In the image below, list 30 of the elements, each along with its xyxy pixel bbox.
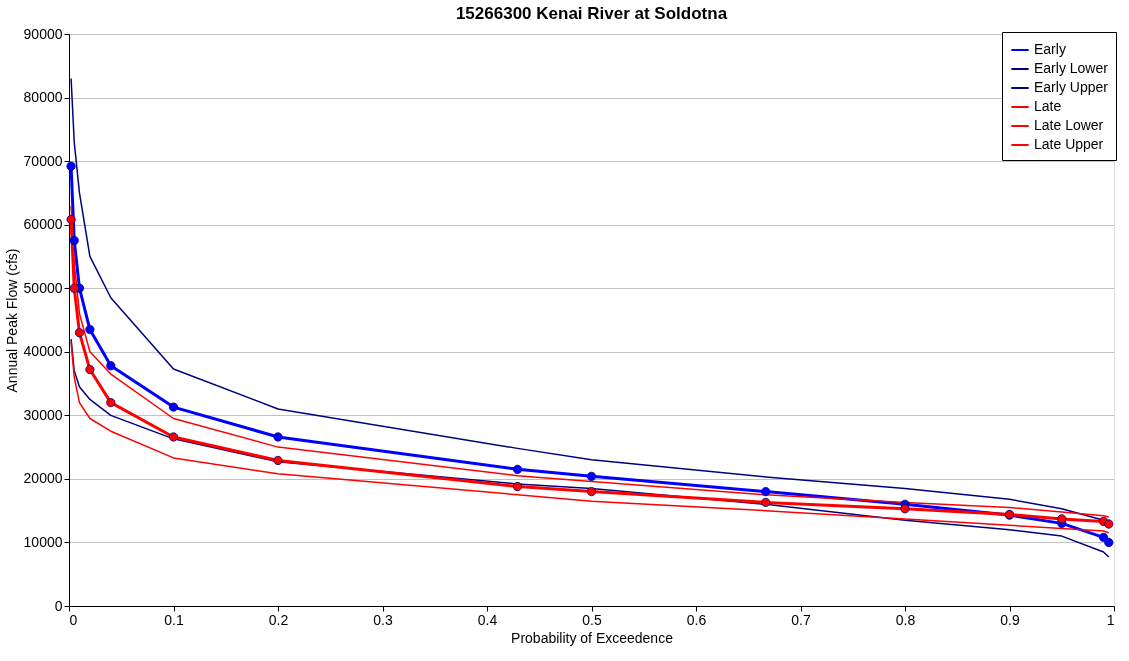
x-tick-label: 0.8	[895, 611, 916, 628]
y-axis-title: Annual Peak Flow (cfs)	[3, 248, 20, 393]
y-tick-label: 30000	[23, 406, 63, 423]
legend-label: Late Upper	[1034, 136, 1104, 152]
legend-label: Late Lower	[1034, 117, 1104, 133]
y-tick-label: 40000	[23, 343, 63, 360]
x-tick-label: 0.6	[686, 611, 707, 628]
x-tick-label: 0.9	[1000, 611, 1020, 628]
legend-label: Late	[1034, 98, 1062, 114]
x-tick-label: 0	[69, 611, 78, 628]
x-tick-label: 0.2	[268, 611, 289, 628]
legend-label: Early Upper	[1034, 79, 1109, 95]
y-tick-label: 80000	[23, 89, 63, 106]
x-tick-label: 0.4	[477, 611, 498, 628]
y-tick-label: 90000	[23, 25, 63, 42]
x-tick-label: 1	[1106, 611, 1115, 628]
y-tick-label: 10000	[23, 533, 63, 550]
x-axis-title: Probability of Exceedence	[511, 629, 674, 646]
y-tick-label: 50000	[23, 279, 63, 296]
x-tick-label: 0.7	[791, 611, 811, 628]
chart-title: 15266300 Kenai River at Soldotna	[455, 4, 728, 23]
x-tick-label: 0.5	[582, 611, 602, 628]
x-tick-label: 0.3	[373, 611, 393, 628]
y-tick-label: 70000	[23, 152, 63, 169]
legend-label: Early	[1034, 41, 1066, 57]
x-tick-label: 0.1	[164, 611, 184, 628]
y-tick-label: 0	[54, 597, 63, 614]
legend-label: Early Lower	[1034, 60, 1109, 76]
y-tick-label: 20000	[23, 470, 63, 487]
y-tick-label: 60000	[23, 216, 63, 233]
